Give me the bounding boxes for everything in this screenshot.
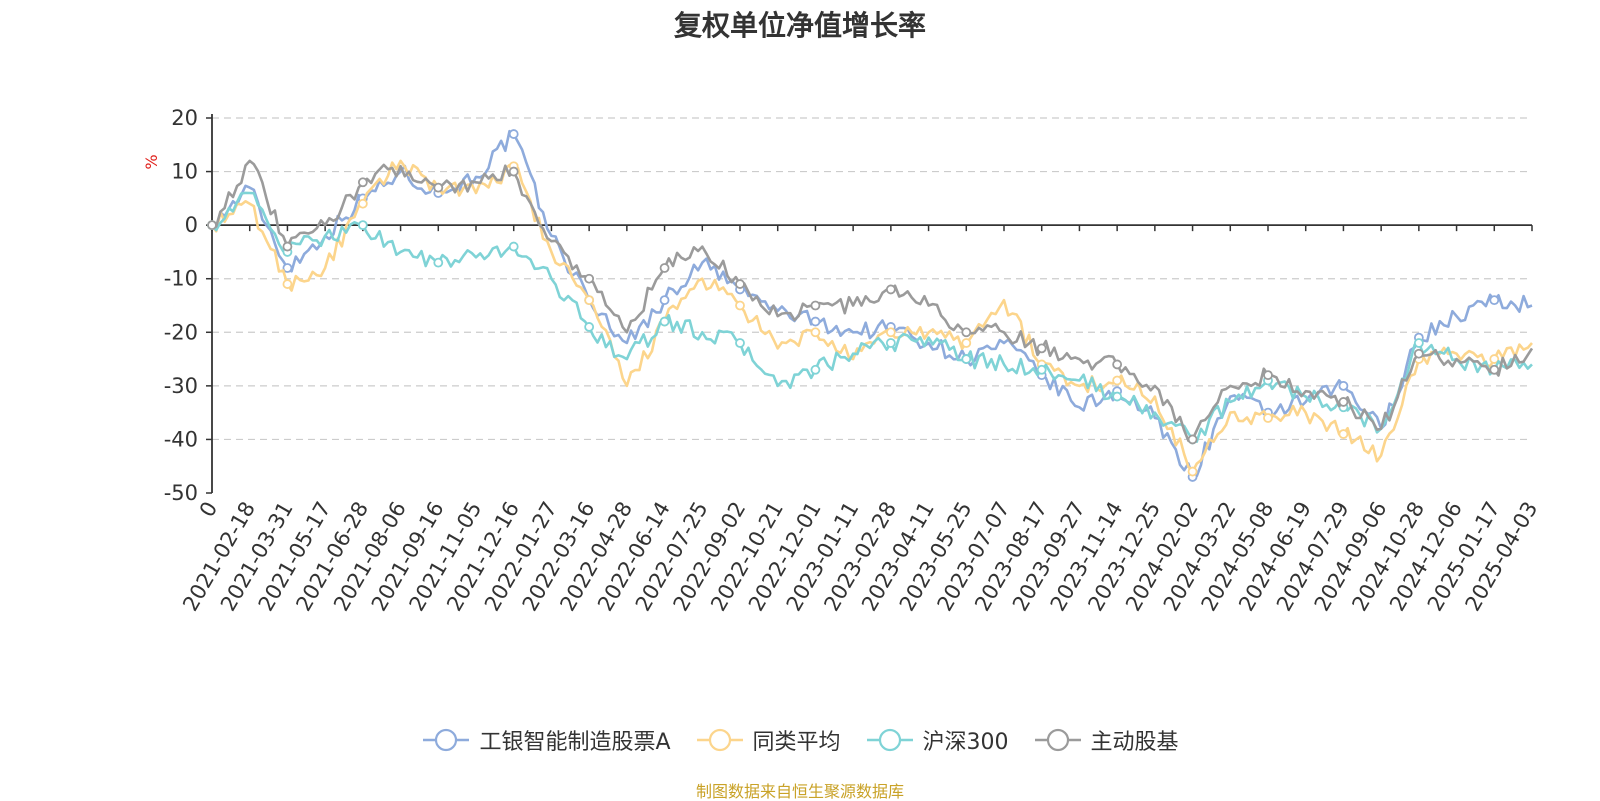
legend-label: 主动股基 <box>1090 730 1179 755</box>
data-point <box>282 263 293 273</box>
axes <box>206 114 1533 494</box>
data-point <box>207 220 217 231</box>
data-point <box>584 295 595 306</box>
legend-item[interactable]: 同类平均 <box>695 724 841 756</box>
data-point <box>357 177 368 188</box>
data-point <box>735 338 745 348</box>
data-point <box>282 241 293 252</box>
y-tick-label: 10 <box>171 160 198 184</box>
data-point <box>1489 354 1500 364</box>
data-point <box>961 327 972 338</box>
data-point <box>584 322 595 332</box>
legend-label: 同类平均 <box>752 730 841 755</box>
y-tick-label: -30 <box>164 374 198 398</box>
data-point <box>885 327 896 338</box>
data-point <box>282 279 293 289</box>
legend-item[interactable]: 主动股基 <box>1033 724 1179 756</box>
data-point <box>1112 359 1123 370</box>
data-point <box>659 316 670 327</box>
data-point <box>810 316 821 327</box>
legend-marker-icon <box>866 728 913 752</box>
data-point <box>1338 397 1349 407</box>
y-tick-label: 20 <box>171 106 198 130</box>
y-tick-label: 0 <box>185 213 198 237</box>
legend-marker-icon <box>1034 728 1081 752</box>
data-point <box>810 300 821 311</box>
y-tick-labels: 20 10 0 -10 -20 -30 -40 -50 <box>164 106 198 505</box>
data-point <box>1338 380 1349 391</box>
legend-label: 沪深300 <box>922 730 1009 755</box>
data-point <box>1112 391 1123 402</box>
data-point <box>1338 429 1349 439</box>
legend-item[interactable]: 工银智能制造股票A <box>421 724 671 756</box>
data-point <box>357 220 368 231</box>
data-point <box>508 241 519 252</box>
y-tick-label: -50 <box>164 481 198 505</box>
chart-title: 复权单位净值增长率 <box>673 9 926 42</box>
data-point <box>1263 370 1273 381</box>
data-point <box>1489 295 1500 306</box>
data-point <box>1413 338 1424 348</box>
x-tick-labels: 02021-02-182021-03-312021-05-172021-06-2… <box>178 497 1542 615</box>
data-point <box>508 166 519 177</box>
x-tick-label: 0 <box>195 498 222 522</box>
legend-marker-icon <box>696 728 743 752</box>
data-point <box>433 182 444 193</box>
chart-legend: 工银智能制造股票A 同类平均 沪深300 主动股基 <box>0 723 1600 757</box>
data-point <box>885 338 896 348</box>
data-point <box>735 300 745 311</box>
data-point <box>1187 466 1198 477</box>
source-note: 制图数据来自恒生聚源数据库 <box>695 782 904 801</box>
legend-item[interactable]: 沪深300 <box>865 724 1009 756</box>
legend-label: 工银智能制造股票A <box>479 730 671 755</box>
data-point <box>1036 343 1047 354</box>
series-line <box>211 129 1533 479</box>
y-axis-unit: % <box>142 154 161 169</box>
data-point <box>1263 413 1273 423</box>
data-point <box>1489 364 1500 375</box>
series-lines <box>207 129 1534 482</box>
data-point <box>508 129 519 139</box>
series-line <box>211 191 1533 443</box>
series-line <box>211 159 1534 443</box>
data-point <box>810 327 821 338</box>
y-tick-label: -20 <box>164 320 198 344</box>
y-tick-label: -40 <box>164 427 198 451</box>
series-line <box>210 159 1533 473</box>
data-point <box>433 257 444 268</box>
data-point <box>810 364 821 375</box>
data-point <box>357 198 368 209</box>
data-point <box>1413 348 1424 359</box>
data-point <box>735 279 745 289</box>
y-tick-label: -10 <box>164 267 198 291</box>
data-point <box>659 263 670 273</box>
data-point <box>961 338 972 348</box>
data-point <box>1036 364 1047 375</box>
data-point <box>1187 434 1198 445</box>
data-point <box>1112 375 1123 386</box>
data-point <box>885 284 896 295</box>
data-point <box>659 295 670 306</box>
data-point <box>584 273 595 284</box>
grid-lines <box>212 117 1532 441</box>
data-point <box>961 354 972 364</box>
legend-marker-icon <box>423 728 470 752</box>
